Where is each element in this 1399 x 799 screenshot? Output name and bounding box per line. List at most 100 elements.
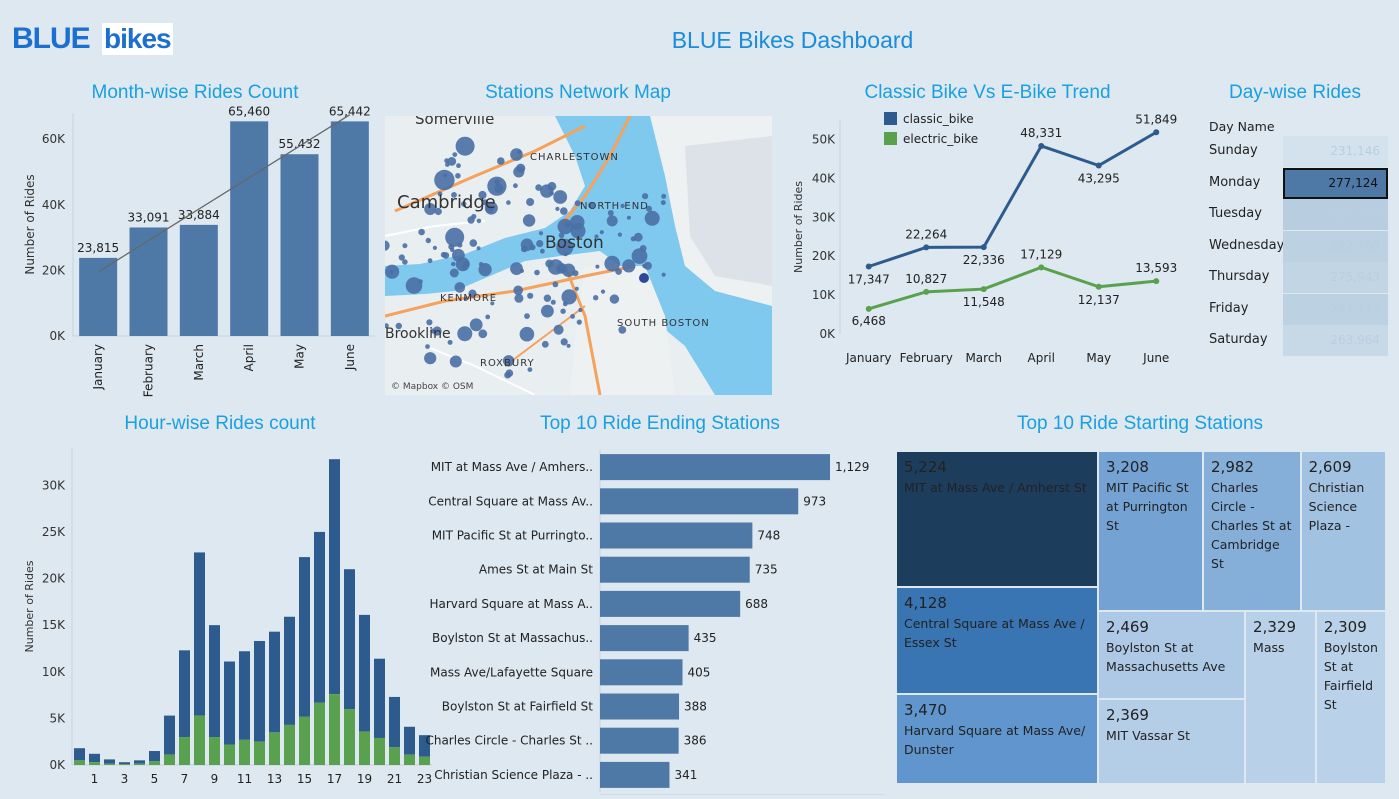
hour-bar-classic[interactable]	[224, 661, 235, 745]
ending-bar[interactable]	[600, 693, 680, 720]
station-marker[interactable]	[572, 270, 579, 277]
station-marker[interactable]	[593, 295, 599, 301]
station-marker[interactable]	[557, 218, 573, 235]
station-marker[interactable]	[644, 210, 660, 226]
station-marker[interactable]	[450, 247, 455, 252]
station-marker[interactable]	[445, 227, 465, 247]
station-marker[interactable]	[574, 286, 579, 291]
starting-stations-treemap[interactable]: 5,224 MIT at Mass Ave / Amherst St 4,128 Ce…	[896, 451, 1386, 784]
day-row[interactable]: Friday 291,773	[1203, 293, 1388, 325]
trend-point[interactable]	[865, 263, 872, 270]
station-marker[interactable]	[502, 355, 515, 367]
ending-bar[interactable]	[600, 488, 799, 515]
station-marker[interactable]	[425, 344, 430, 349]
station-marker[interactable]	[432, 245, 437, 250]
station-marker[interactable]	[529, 244, 536, 251]
hour-bar-classic[interactable]	[419, 735, 430, 757]
station-marker[interactable]	[476, 246, 481, 251]
station-marker[interactable]	[535, 184, 542, 191]
ending-bar[interactable]	[600, 556, 750, 583]
trend-line-chart[interactable]: 0K 10K 20K 30K 40K 50K Number of Rides January F…	[785, 105, 1195, 375]
station-marker[interactable]	[461, 201, 467, 207]
hour-bar-classic[interactable]	[209, 625, 220, 738]
station-marker[interactable]	[570, 314, 575, 319]
hour-bar-electric[interactable]	[374, 737, 385, 765]
station-marker[interactable]	[468, 289, 477, 298]
station-marker[interactable]	[514, 293, 524, 303]
station-marker[interactable]	[425, 237, 431, 244]
station-marker[interactable]	[519, 326, 535, 342]
map-location-marker[interactable]	[639, 273, 649, 283]
station-marker[interactable]	[556, 238, 574, 256]
ending-bar[interactable]	[600, 761, 670, 788]
station-marker[interactable]	[541, 340, 549, 348]
hour-bar-classic[interactable]	[404, 726, 415, 755]
station-marker[interactable]	[505, 369, 514, 377]
trend-point[interactable]	[1038, 264, 1045, 271]
station-marker[interactable]	[513, 183, 518, 189]
station-marker[interactable]	[456, 163, 461, 169]
station-marker[interactable]	[449, 355, 462, 368]
station-marker[interactable]	[497, 157, 505, 165]
station-marker[interactable]	[463, 260, 470, 267]
station-marker[interactable]	[478, 263, 492, 277]
hour-bar-classic[interactable]	[359, 614, 370, 732]
station-marker[interactable]	[467, 216, 475, 224]
station-marker[interactable]	[578, 307, 583, 313]
day-row[interactable]: Wednesday 292,700	[1203, 230, 1388, 262]
hour-bar-classic[interactable]	[149, 751, 160, 762]
hour-bar-electric[interactable]	[314, 702, 325, 765]
station-marker[interactable]	[490, 301, 495, 306]
station-marker[interactable]	[426, 319, 433, 326]
station-marker[interactable]	[395, 322, 402, 330]
day-row[interactable]: Sunday 231,146	[1203, 136, 1388, 167]
hour-bar-electric[interactable]	[404, 754, 415, 765]
station-marker[interactable]	[618, 326, 627, 334]
station-marker[interactable]	[449, 268, 459, 278]
station-marker[interactable]	[622, 259, 636, 273]
station-marker[interactable]	[620, 203, 625, 209]
trend-point[interactable]	[1095, 283, 1102, 290]
station-marker[interactable]	[452, 152, 458, 157]
station-marker[interactable]	[447, 339, 453, 345]
station-marker[interactable]	[576, 319, 582, 325]
station-marker[interactable]	[661, 193, 667, 199]
station-marker[interactable]	[432, 326, 442, 336]
hour-bar-electric[interactable]	[119, 764, 130, 765]
station-marker[interactable]	[424, 352, 437, 365]
day-value-cell[interactable]: 231,146	[1283, 136, 1388, 167]
day-row[interactable]: Saturday 263,964	[1203, 325, 1388, 356]
station-marker[interactable]	[569, 215, 585, 230]
station-marker[interactable]	[540, 248, 545, 254]
station-marker[interactable]	[385, 264, 400, 279]
station-marker[interactable]	[599, 230, 604, 235]
station-marker[interactable]	[451, 192, 457, 198]
hour-bar-electric[interactable]	[89, 762, 100, 765]
hour-bar-classic[interactable]	[134, 760, 145, 764]
trend-point[interactable]	[980, 286, 987, 293]
station-marker[interactable]	[457, 326, 473, 342]
trend-line-classic_bike[interactable]	[868, 130, 1158, 268]
station-marker[interactable]	[560, 338, 568, 346]
trend-point[interactable]	[1038, 142, 1045, 149]
station-marker[interactable]	[455, 173, 461, 179]
trend-point[interactable]	[980, 244, 987, 251]
station-marker[interactable]	[418, 228, 425, 236]
hour-bar-classic[interactable]	[194, 552, 205, 716]
station-marker[interactable]	[566, 343, 571, 348]
station-marker[interactable]	[606, 215, 618, 227]
hour-bar-classic[interactable]	[299, 557, 310, 717]
hour-bar-electric[interactable]	[194, 715, 205, 765]
station-marker[interactable]	[561, 263, 576, 277]
treemap-tile[interactable]: 2,309 Boylston St at Fairfield St	[1315, 611, 1386, 784]
station-marker[interactable]	[434, 207, 442, 216]
station-marker[interactable]	[451, 261, 456, 267]
ending-bar[interactable]	[600, 625, 689, 652]
station-marker[interactable]	[555, 206, 560, 211]
hour-bar-electric[interactable]	[329, 694, 340, 765]
hour-bar-classic[interactable]	[269, 631, 280, 733]
station-marker[interactable]	[424, 203, 437, 215]
hour-bar-classic[interactable]	[119, 762, 130, 765]
station-marker[interactable]	[485, 314, 491, 320]
station-marker[interactable]	[607, 210, 614, 216]
